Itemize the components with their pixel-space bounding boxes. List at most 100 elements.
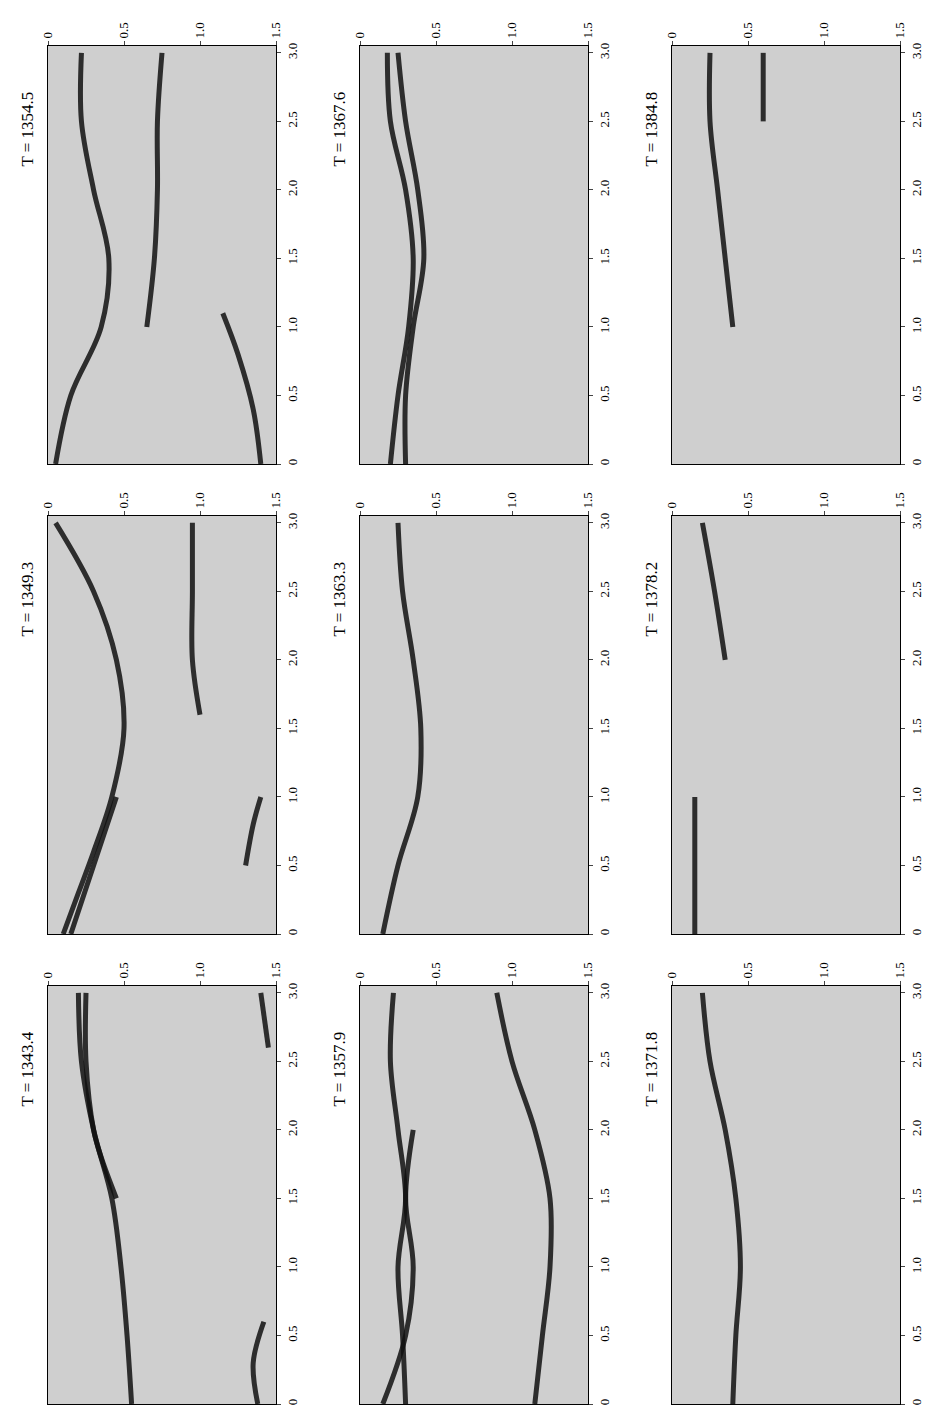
svg-text:2.0: 2.0 — [597, 180, 612, 196]
svg-text:0.5: 0.5 — [909, 855, 924, 871]
svg-text:1.0: 1.0 — [816, 962, 831, 978]
svg-text:0.5: 0.5 — [597, 855, 612, 871]
svg-text:1.0: 1.0 — [597, 787, 612, 803]
svg-text:2.0: 2.0 — [597, 650, 612, 666]
svg-text:1.0: 1.0 — [285, 317, 300, 333]
svg-text:1.5: 1.5 — [597, 718, 612, 734]
svg-text:2.5: 2.5 — [597, 1051, 612, 1067]
svg-text:0: 0 — [285, 459, 300, 466]
svg-text:2.0: 2.0 — [909, 180, 924, 196]
svg-text:1.0: 1.0 — [597, 1257, 612, 1273]
svg-text:0.5: 0.5 — [597, 385, 612, 401]
svg-text:0: 0 — [40, 502, 55, 509]
svg-text:3.0: 3.0 — [597, 513, 612, 529]
svg-text:1.0: 1.0 — [285, 787, 300, 803]
svg-text:1.0: 1.0 — [816, 22, 831, 38]
svg-text:0.5: 0.5 — [428, 492, 443, 508]
svg-text:2.5: 2.5 — [597, 581, 612, 597]
svg-text:0: 0 — [352, 502, 367, 509]
svg-text:1.0: 1.0 — [816, 492, 831, 508]
svg-text:0.5: 0.5 — [740, 962, 755, 978]
svg-text:0: 0 — [664, 32, 679, 39]
svg-text:1.5: 1.5 — [268, 492, 283, 508]
svg-text:1.5: 1.5 — [909, 1188, 924, 1204]
svg-text:0: 0 — [352, 972, 367, 979]
svg-text:0.5: 0.5 — [909, 1325, 924, 1341]
svg-text:1.5: 1.5 — [597, 1188, 612, 1204]
svg-text:T = 1357.9: T = 1357.9 — [330, 1032, 349, 1107]
svg-text:0.5: 0.5 — [740, 22, 755, 38]
svg-text:1.0: 1.0 — [285, 1257, 300, 1273]
svg-text:0.5: 0.5 — [909, 385, 924, 401]
svg-text:0.5: 0.5 — [428, 962, 443, 978]
svg-text:1.5: 1.5 — [285, 1188, 300, 1204]
svg-text:0: 0 — [664, 502, 679, 509]
svg-text:1.0: 1.0 — [504, 22, 519, 38]
svg-text:0.5: 0.5 — [597, 1325, 612, 1341]
svg-text:0: 0 — [909, 459, 924, 466]
svg-text:1.5: 1.5 — [580, 962, 595, 978]
svg-text:1.0: 1.0 — [192, 962, 207, 978]
svg-text:T = 1343.4: T = 1343.4 — [18, 1031, 37, 1106]
svg-text:3.0: 3.0 — [909, 43, 924, 59]
svg-text:1.5: 1.5 — [268, 962, 283, 978]
svg-text:1.0: 1.0 — [192, 492, 207, 508]
svg-text:2.0: 2.0 — [597, 1120, 612, 1136]
svg-text:2.0: 2.0 — [285, 1120, 300, 1136]
svg-text:0: 0 — [352, 32, 367, 39]
svg-text:0: 0 — [909, 1399, 924, 1406]
svg-text:2.5: 2.5 — [909, 111, 924, 127]
svg-text:3.0: 3.0 — [597, 43, 612, 59]
svg-text:1.0: 1.0 — [597, 317, 612, 333]
svg-text:0.5: 0.5 — [285, 1325, 300, 1341]
svg-text:2.5: 2.5 — [909, 1051, 924, 1067]
svg-text:2.5: 2.5 — [285, 111, 300, 127]
svg-text:T = 1354.5: T = 1354.5 — [18, 92, 37, 167]
svg-text:1.5: 1.5 — [580, 492, 595, 508]
svg-text:1.0: 1.0 — [909, 317, 924, 333]
svg-text:0.5: 0.5 — [740, 492, 755, 508]
svg-text:2.5: 2.5 — [285, 581, 300, 597]
svg-text:2.0: 2.0 — [285, 650, 300, 666]
svg-text:0: 0 — [664, 972, 679, 979]
svg-text:0.5: 0.5 — [285, 855, 300, 871]
svg-text:2.5: 2.5 — [285, 1051, 300, 1067]
svg-text:T = 1363.3: T = 1363.3 — [330, 562, 349, 637]
svg-text:3.0: 3.0 — [909, 983, 924, 999]
svg-text:T = 1371.8: T = 1371.8 — [642, 1032, 661, 1107]
svg-text:1.0: 1.0 — [504, 962, 519, 978]
svg-text:0.5: 0.5 — [285, 385, 300, 401]
svg-text:0: 0 — [285, 929, 300, 936]
svg-text:1.0: 1.0 — [504, 492, 519, 508]
svg-text:3.0: 3.0 — [285, 513, 300, 529]
svg-text:0: 0 — [40, 972, 55, 979]
svg-text:3.0: 3.0 — [285, 43, 300, 59]
svg-text:1.5: 1.5 — [892, 492, 907, 508]
svg-text:3.0: 3.0 — [285, 983, 300, 999]
svg-text:1.5: 1.5 — [285, 248, 300, 264]
svg-text:0: 0 — [597, 459, 612, 466]
svg-text:1.5: 1.5 — [909, 248, 924, 264]
svg-text:0: 0 — [597, 929, 612, 936]
svg-text:1.0: 1.0 — [909, 787, 924, 803]
svg-text:2.5: 2.5 — [597, 111, 612, 127]
svg-text:0.5: 0.5 — [116, 962, 131, 978]
svg-text:2.0: 2.0 — [909, 650, 924, 666]
svg-text:2.0: 2.0 — [285, 180, 300, 196]
svg-text:1.0: 1.0 — [192, 22, 207, 38]
svg-text:1.5: 1.5 — [580, 22, 595, 38]
svg-text:3.0: 3.0 — [909, 513, 924, 529]
svg-text:3.0: 3.0 — [597, 983, 612, 999]
svg-text:0.5: 0.5 — [428, 22, 443, 38]
svg-text:T = 1384.8: T = 1384.8 — [642, 92, 661, 167]
svg-text:T = 1367.6: T = 1367.6 — [330, 92, 349, 167]
svg-text:2.5: 2.5 — [909, 581, 924, 597]
svg-text:1.5: 1.5 — [285, 718, 300, 734]
svg-text:0.5: 0.5 — [116, 22, 131, 38]
svg-text:T = 1349.3: T = 1349.3 — [18, 562, 37, 637]
svg-text:T = 1378.2: T = 1378.2 — [642, 562, 661, 637]
svg-text:1.5: 1.5 — [892, 962, 907, 978]
svg-text:1.5: 1.5 — [892, 22, 907, 38]
svg-text:1.5: 1.5 — [597, 248, 612, 264]
svg-text:0: 0 — [285, 1399, 300, 1406]
